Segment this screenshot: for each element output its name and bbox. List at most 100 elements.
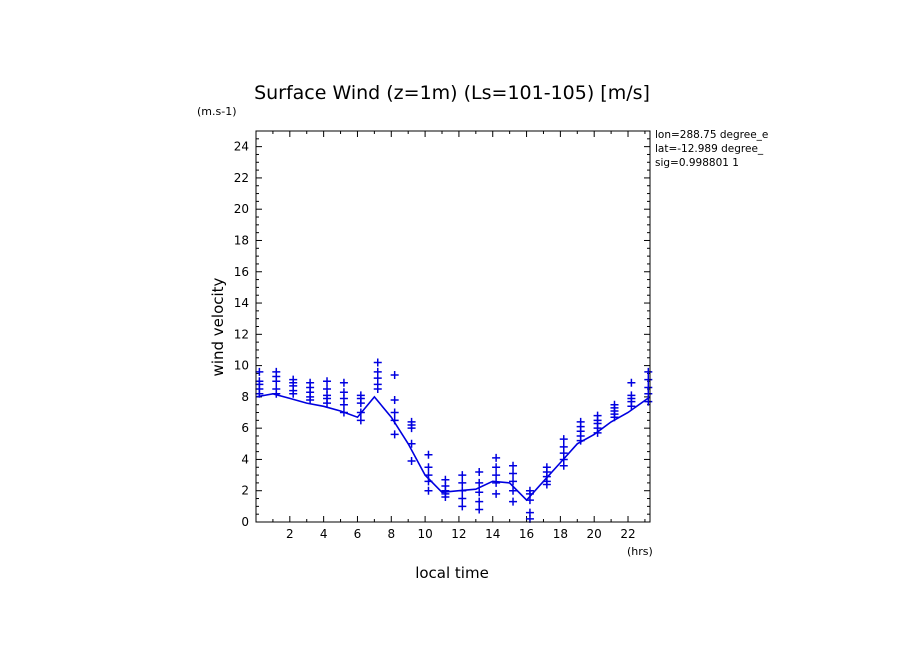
data-point [441,475,450,484]
data-point [390,370,399,379]
data-point [458,502,467,511]
data-point [542,463,551,472]
x-tick-label: 12 [451,527,466,541]
data-point [492,463,501,472]
data-point [559,435,568,444]
data-point [272,389,281,398]
y-tick-label: 0 [241,515,249,529]
data-point [458,486,467,495]
data-point [644,375,653,384]
y-unit-label: (m.s-1) [197,105,237,118]
data-point [644,397,653,406]
data-point [390,408,399,417]
data-point [356,391,365,400]
data-point [458,494,467,503]
y-tick-label: 10 [234,359,249,373]
data-point [559,442,568,451]
data-point [458,471,467,480]
x-tick-label: 22 [620,527,635,541]
y-tick-label: 6 [241,421,249,435]
data-point [475,497,484,506]
x-tick-label: 16 [519,527,534,541]
data-point [272,367,281,376]
data-point [644,367,653,376]
data-point [424,450,433,459]
data-point [627,378,636,387]
data-point [407,457,416,466]
y-tick-label: 18 [234,233,249,247]
y-tick-label: 14 [234,296,249,310]
data-point [323,377,332,386]
data-point [289,389,298,398]
data-point [390,430,399,439]
data-point [424,463,433,472]
data-point [627,391,636,400]
x-tick-label: 10 [417,527,432,541]
data-point [356,416,365,425]
data-point [424,486,433,495]
data-point [475,478,484,487]
data-point [525,486,534,495]
x-unit-label: (hrs) [627,545,653,558]
data-point [475,467,484,476]
info-lon: lon=288.75 degree_e [655,129,768,141]
data-point [255,367,264,376]
chart-title: Surface Wind (z=1m) (Ls=101-105) [m/s] [254,82,650,104]
y-tick-label: 2 [241,484,249,498]
data-point [509,469,518,478]
data-point [289,375,298,384]
data-point [509,486,518,495]
data-point [373,367,382,376]
data-point [323,385,332,394]
data-point [255,377,264,386]
y-tick-label: 12 [234,327,249,341]
y-tick-label: 8 [241,390,249,404]
y-tick-label: 4 [241,452,249,466]
data-point [407,417,416,426]
x-tick-label: 20 [587,527,602,541]
data-point [475,488,484,497]
data-point [644,383,653,392]
data-point [475,505,484,514]
y-tick-label: 22 [234,171,249,185]
data-point [424,471,433,480]
data-point [339,408,348,417]
data-point [390,416,399,425]
series-line [255,392,651,502]
x-tick-label: 18 [553,527,568,541]
data-point [458,478,467,487]
plot-frame [255,130,651,523]
data-point [525,508,534,517]
data-point [306,378,315,387]
data-point [373,358,382,367]
data-point [509,477,518,486]
y-tick-label: 20 [234,202,249,216]
info-sig: sig=0.998801 1 [655,157,739,169]
y-tick-label: 16 [234,265,249,279]
data-point [306,396,315,405]
data-point [593,411,602,420]
data-point [339,388,348,397]
data-point [339,378,348,387]
x-tick-label: 8 [387,527,395,541]
data-point [492,453,501,462]
x-axis-label: local time [415,564,489,582]
data-point [492,478,501,487]
x-tick-label: 6 [354,527,362,541]
data-layer [255,358,653,523]
data-point [509,497,518,506]
data-point [509,461,518,470]
data-point [255,389,264,398]
info-lat: lat=-12.989 degree_ [655,143,764,155]
x-tick-label: 2 [286,527,294,541]
data-point [492,471,501,480]
data-point [390,396,399,405]
y-tick-label: 24 [234,140,249,154]
data-point [610,400,619,409]
data-point [492,489,501,498]
data-point [576,417,585,426]
data-point [356,408,365,417]
x-tick-label: 4 [320,527,328,541]
